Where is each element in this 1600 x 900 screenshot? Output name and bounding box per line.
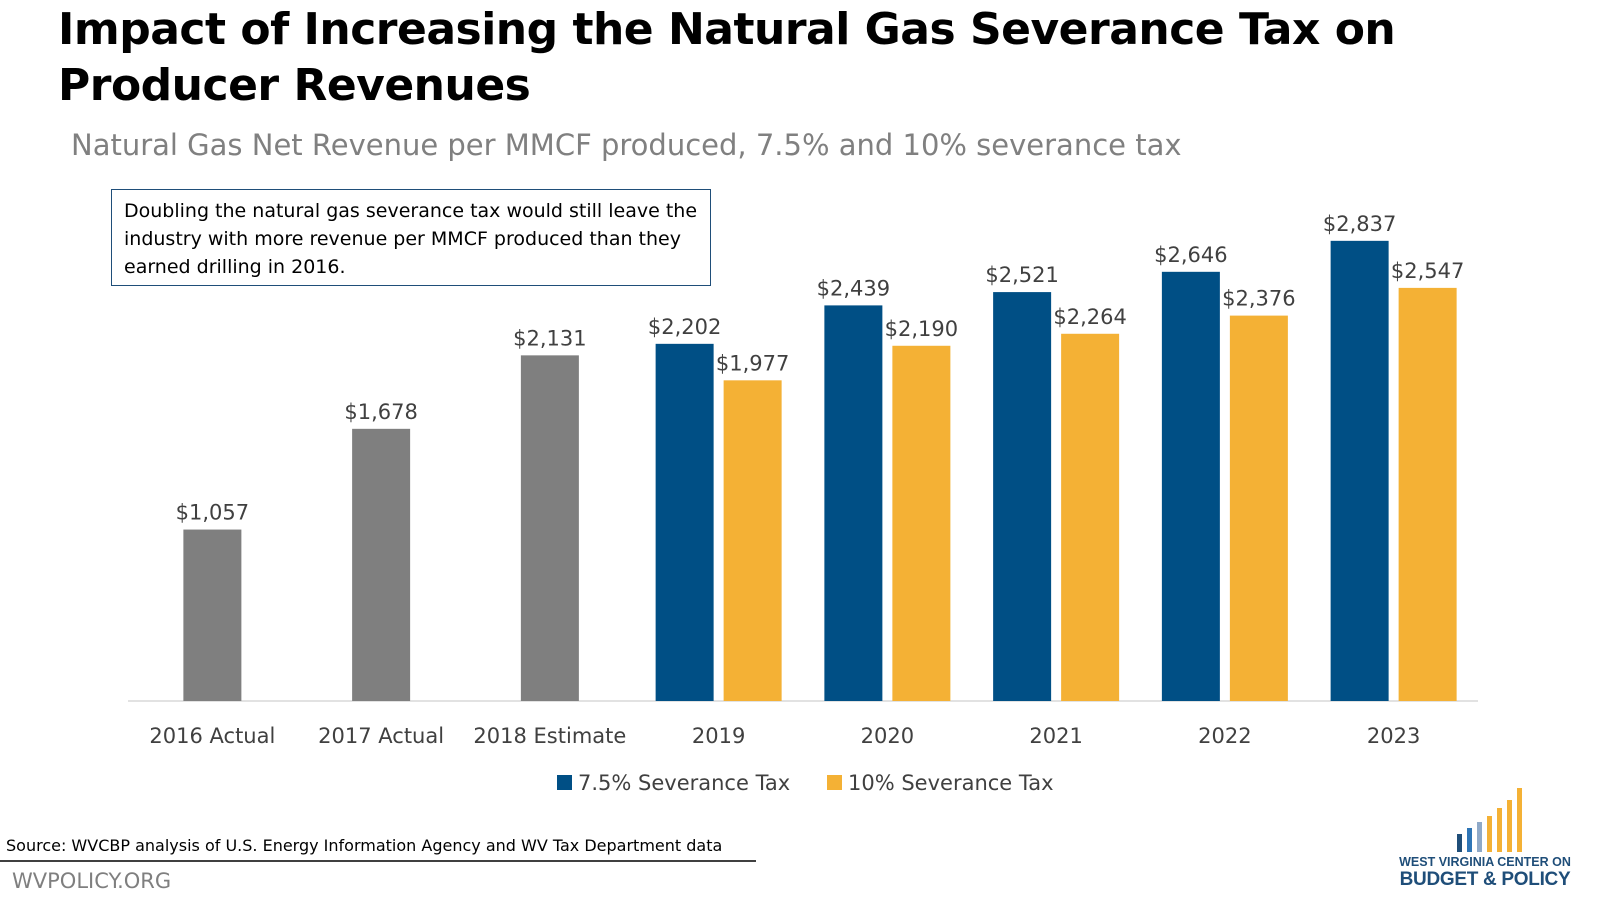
bar-10-severance-tax-4 [892,345,951,701]
website-link[interactable]: WVPOLICY.ORG [12,869,172,893]
x-tick-label: 2018 Estimate [473,724,626,748]
logo-bar [1487,816,1492,852]
wvcbp-logo: WEST VIRGINIA CENTER ON BUDGET & POLICY [1385,786,1585,894]
logo-bars-icon [1457,788,1522,852]
data-label: $2,439 [817,276,890,300]
data-label: $2,521 [985,263,1058,287]
logo-line2: BUDGET & POLICY [1399,869,1571,890]
data-label: $2,202 [648,315,721,339]
page-title: Impact of Increasing the Natural Gas Sev… [58,4,1396,111]
bar-7-5-severance-tax-4 [824,305,883,701]
x-tick-label: 2021 [1029,724,1082,748]
logo-bar [1477,822,1482,852]
x-tick-label: 2016 Actual [149,724,275,748]
data-label: $2,646 [1154,243,1227,267]
data-label: $2,131 [513,326,586,350]
data-label: $1,057 [176,501,249,525]
logo-bar [1517,788,1522,852]
data-label: $2,190 [885,317,958,341]
bar-historical-0 [183,529,242,701]
data-label: $2,376 [1222,287,1295,311]
legend-label: 10% Severance Tax [848,771,1054,795]
source-divider [0,860,756,862]
bar-7-5-severance-tax-3 [655,343,714,701]
logo-bar [1497,808,1502,852]
data-label: $2,547 [1391,259,1464,283]
logo-bar [1507,800,1512,852]
bar-7-5-severance-tax-6 [1161,271,1220,701]
legend-swatch [827,775,842,790]
x-tick-label: 2020 [861,724,914,748]
x-tick-label: 2019 [692,724,745,748]
data-label: $2,264 [1053,305,1126,329]
data-label: $1,678 [344,400,417,424]
source-note: Source: WVCBP analysis of U.S. Energy In… [6,836,723,855]
legend-swatch [557,775,572,790]
logo-line1: WEST VIRGINIA CENTER ON [1399,855,1571,869]
bar-historical-2 [520,355,579,701]
callout-box: Doubling the natural gas severance tax w… [111,189,711,286]
bar-7-5-severance-tax-5 [993,292,1052,701]
bar-10-severance-tax-5 [1061,333,1120,701]
x-tick-label: 2017 Actual [318,724,444,748]
logo-bar [1467,828,1472,852]
x-tick-label: 2022 [1198,724,1251,748]
x-tick-label: 2023 [1367,724,1420,748]
data-label: $1,977 [716,351,789,375]
bar-historical-1 [352,428,411,701]
callout-text: Doubling the natural gas severance tax w… [124,200,698,278]
chart-subtitle: Natural Gas Net Revenue per MMCF produce… [71,128,1182,162]
logo-bar [1457,834,1462,852]
bar-10-severance-tax-3 [723,380,782,701]
data-label: $2,837 [1323,212,1396,236]
bar-10-severance-tax-7 [1398,287,1457,701]
bar-7-5-severance-tax-7 [1330,240,1389,701]
legend-label: 7.5% Severance Tax [578,771,790,795]
bar-10-severance-tax-6 [1229,315,1288,701]
